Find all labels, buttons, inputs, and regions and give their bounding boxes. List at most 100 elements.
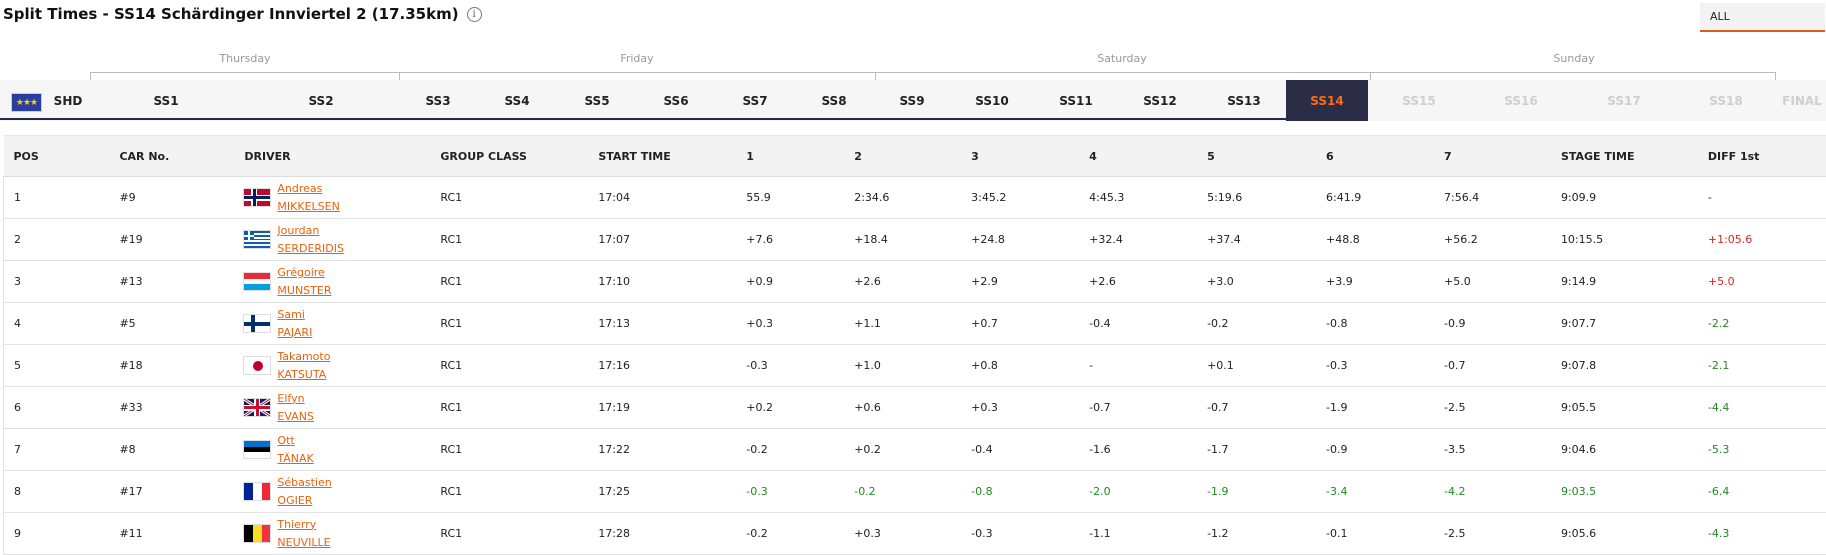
stage-time-cell: 9:05.5 [1551, 387, 1698, 429]
stage-tab-shd[interactable]: SHD [54, 80, 83, 121]
start-time-cell: 17:07 [588, 219, 736, 261]
page-title-text: Split Times - SS14 Schärdinger Innvierte… [3, 5, 459, 23]
split-cell: +0.7 [961, 303, 1079, 345]
filter-select[interactable]: ALL [1700, 3, 1825, 32]
diff-first-cell: -2.2 [1698, 303, 1826, 345]
car-number-cell: #33 [109, 387, 234, 429]
split-cell: +18.4 [844, 219, 961, 261]
driver-last-name[interactable]: SERDERIDIS [277, 240, 344, 258]
split-cell: -0.8 [1316, 303, 1434, 345]
position-cell: 3 [4, 261, 110, 303]
stage-tab-ss2[interactable]: SS2 [308, 80, 333, 121]
column-header: 5 [1197, 136, 1316, 177]
stage-tab-ss6[interactable]: SS6 [663, 80, 688, 121]
stage-tab-ss5[interactable]: SS5 [584, 80, 609, 121]
split-cell: +3.9 [1316, 261, 1434, 303]
driver-first-name[interactable]: Thierry [277, 516, 330, 534]
split-cell: +7.6 [736, 219, 844, 261]
driver-last-name[interactable]: OGIER [277, 492, 331, 510]
diff-first-cell: -6.4 [1698, 471, 1826, 513]
car-number-cell: #19 [109, 219, 234, 261]
driver-last-name[interactable]: PAJARI [277, 324, 312, 342]
split-cell: -0.3 [961, 513, 1079, 555]
stage-tab-ss8[interactable]: SS8 [821, 80, 846, 121]
driver-first-name[interactable]: Ott [277, 432, 313, 450]
driver-first-name[interactable]: Jourdan [277, 222, 344, 240]
stage-tab-ss9[interactable]: SS9 [899, 80, 924, 121]
stage-tab-ss10[interactable]: SS10 [975, 80, 1008, 121]
split-cell: -0.3 [1316, 345, 1434, 387]
driver-first-name[interactable]: Sami [277, 306, 312, 324]
driver-last-name[interactable]: TÄNAK [277, 450, 313, 468]
driver-first-name[interactable]: Grégoire [277, 264, 331, 282]
group-class-cell: RC1 [430, 513, 588, 555]
position-cell: 7 [4, 429, 110, 471]
stage-nav-underline [0, 118, 1367, 120]
position-cell: 6 [4, 387, 110, 429]
stage-tab-ss12[interactable]: SS12 [1143, 80, 1176, 121]
stage-time-cell: 9:04.6 [1551, 429, 1698, 471]
info-icon[interactable]: i [467, 7, 482, 22]
driver-first-name[interactable]: Takamoto [277, 348, 330, 366]
column-header: START TIME [588, 136, 736, 177]
group-class-cell: RC1 [430, 177, 588, 219]
day-label-friday: Friday [620, 52, 653, 65]
car-number-cell: #9 [109, 177, 234, 219]
luxembourg-flag-icon [244, 273, 270, 290]
france-flag-icon [244, 483, 270, 500]
page-title: Split Times - SS14 Schärdinger Innvierte… [3, 5, 482, 23]
greece-flag-icon [244, 231, 270, 248]
stage-tab-ss11[interactable]: SS11 [1059, 80, 1092, 121]
stage-time-cell: 9:09.9 [1551, 177, 1698, 219]
driver-first-name[interactable]: Elfyn [277, 390, 314, 408]
driver-last-name[interactable]: MIKKELSEN [277, 198, 339, 216]
driver-first-name[interactable]: Sébastien [277, 474, 331, 492]
group-class-cell: RC1 [430, 429, 588, 471]
stage-tab-ss14[interactable]: SS14 [1286, 80, 1368, 121]
car-number-cell: #5 [109, 303, 234, 345]
stage-time-cell: 9:03.5 [1551, 471, 1698, 513]
column-header: DIFF 1st [1698, 136, 1826, 177]
split-cell: -0.2 [736, 513, 844, 555]
position-cell: 1 [4, 177, 110, 219]
split-cell: +1.1 [844, 303, 961, 345]
uk-flag-icon [244, 399, 270, 416]
stage-tab-ss7[interactable]: SS7 [742, 80, 767, 121]
driver-last-name[interactable]: MUNSTER [277, 282, 331, 300]
column-header: 7 [1434, 136, 1551, 177]
driver-last-name[interactable]: EVANS [277, 408, 314, 426]
stage-tab-ss1[interactable]: SS1 [153, 80, 178, 121]
column-header: POS [4, 136, 110, 177]
split-cell: -3.4 [1316, 471, 1434, 513]
estonia-flag-icon [244, 441, 270, 458]
stage-tab-ss15: SS15 [1402, 80, 1435, 121]
driver-last-name[interactable]: NEUVILLE [277, 534, 330, 552]
driver-last-name[interactable]: KATSUTA [277, 366, 330, 384]
split-cell: +3.0 [1197, 261, 1316, 303]
driver-first-name[interactable]: Andreas [277, 180, 339, 198]
split-cell: -0.4 [961, 429, 1079, 471]
group-class-cell: RC1 [430, 303, 588, 345]
stage-tab-ss13[interactable]: SS13 [1227, 80, 1260, 121]
start-time-cell: 17:10 [588, 261, 736, 303]
group-class-cell: RC1 [430, 387, 588, 429]
stage-tab-ss4[interactable]: SS4 [504, 80, 529, 121]
split-cell: +0.8 [961, 345, 1079, 387]
split-cell: -4.2 [1434, 471, 1551, 513]
stage-tab-ss3[interactable]: SS3 [425, 80, 450, 121]
